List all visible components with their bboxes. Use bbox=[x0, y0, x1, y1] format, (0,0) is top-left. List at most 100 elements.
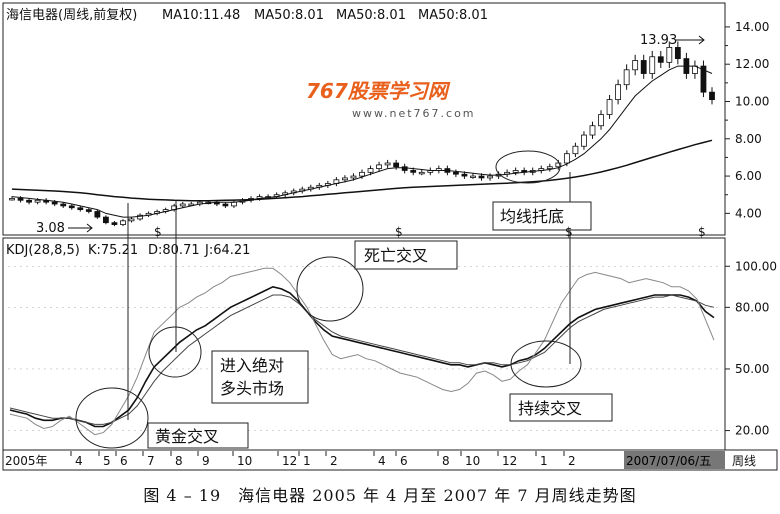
support-box bbox=[492, 201, 592, 231]
candle-body bbox=[555, 162, 562, 168]
figure-caption: 图 4 – 19 海信电器 2005 年 4 月至 2007 年 7 月周线走势… bbox=[143, 486, 637, 505]
candle-body bbox=[77, 207, 84, 211]
candle-body bbox=[589, 125, 596, 136]
period-label: 周线 bbox=[732, 454, 756, 468]
kdj-k-value: K:75.21 bbox=[88, 243, 138, 258]
bull-market-label-1: 进入绝对 bbox=[220, 356, 284, 375]
death-cross-box bbox=[354, 240, 458, 270]
golden-cross-box bbox=[147, 422, 249, 449]
candle-body bbox=[26, 199, 32, 203]
candle-body bbox=[674, 47, 681, 60]
x-tick-label: 4 bbox=[75, 454, 83, 468]
x-tick-label: 1 bbox=[303, 454, 311, 468]
candle-body bbox=[666, 47, 673, 63]
bull-entry-circle bbox=[148, 326, 202, 378]
candle-body bbox=[68, 205, 75, 209]
kdj-k-line bbox=[9, 285, 715, 428]
candle-body bbox=[34, 199, 41, 203]
candle-body bbox=[410, 170, 417, 173]
x-axis-year: 2005年 bbox=[5, 454, 48, 468]
x-tick-label: 9 bbox=[202, 454, 210, 468]
kdj-y-tick-label: 50.00 bbox=[735, 362, 769, 376]
candle-body bbox=[128, 218, 135, 222]
low-price-arrow bbox=[68, 223, 93, 233]
watermark-url: www.net767.com bbox=[352, 107, 476, 120]
candle-body bbox=[342, 177, 348, 181]
x-tick-label: 8 bbox=[175, 454, 183, 468]
watermark-title: 767股票学习网 bbox=[306, 79, 451, 103]
candle-body bbox=[401, 166, 408, 171]
candle-body bbox=[700, 65, 707, 93]
candle-body bbox=[384, 162, 391, 166]
x-tick-label: 12 bbox=[502, 454, 517, 468]
candle-body bbox=[85, 209, 92, 212]
bull-market-label-2: 多头市场 bbox=[220, 379, 284, 398]
x-axis-strip bbox=[2, 449, 778, 471]
candle-body bbox=[546, 166, 553, 170]
x-tick-label: 6 bbox=[120, 454, 128, 468]
x-tick-label: 10 bbox=[465, 454, 480, 468]
candle-body bbox=[581, 134, 587, 147]
candle-body bbox=[640, 60, 647, 74]
candle-body bbox=[367, 168, 374, 173]
x-tick-label: 5 bbox=[103, 454, 111, 468]
candle-body bbox=[487, 175, 493, 179]
x-tick-label: 2 bbox=[330, 454, 338, 468]
candle-body bbox=[512, 170, 519, 173]
candle-body bbox=[453, 171, 459, 175]
candle-body bbox=[418, 171, 425, 175]
death-cross-circle bbox=[296, 256, 364, 322]
kdj-y-tick-label: 100.00 bbox=[735, 259, 777, 273]
candle-body bbox=[461, 173, 468, 177]
price-y-tick-label: 8.00 bbox=[735, 132, 762, 146]
candle-body bbox=[94, 211, 101, 218]
candle-body bbox=[606, 99, 613, 115]
ma50-label-1: MA50:8.01 bbox=[254, 8, 324, 23]
x-tick-label: 12 bbox=[282, 454, 297, 468]
candle-body bbox=[376, 164, 382, 170]
golden-cross-label: 黄金交叉 bbox=[155, 427, 219, 446]
x-tick-label: 10 bbox=[237, 454, 252, 468]
continued-cross-box bbox=[509, 393, 613, 422]
support-label: 均线托底 bbox=[500, 207, 564, 226]
kdj-y-tick-label: 80.00 bbox=[735, 300, 769, 314]
price-y-tick-label: 14.00 bbox=[735, 20, 769, 34]
continued-cross-circle bbox=[510, 340, 582, 388]
ma-fast-line bbox=[11, 65, 713, 218]
high-price-label: 13.93 bbox=[640, 33, 677, 48]
candle-body bbox=[137, 214, 143, 220]
candle-body bbox=[9, 198, 15, 201]
candle-body bbox=[709, 91, 715, 101]
candle-body bbox=[350, 175, 357, 179]
s-marker-1: $ bbox=[154, 225, 162, 239]
kdj-y-tick-label: 20.00 bbox=[735, 424, 769, 438]
price-y-tick-label: 6.00 bbox=[735, 169, 762, 183]
candle-body bbox=[649, 56, 656, 74]
ma50-label-3: MA50:8.01 bbox=[418, 8, 488, 23]
candle-body bbox=[598, 114, 604, 127]
date-badge-bg bbox=[624, 451, 725, 469]
candle-body bbox=[60, 203, 67, 207]
candle-body bbox=[623, 69, 630, 86]
death-cross-label: 死亡交叉 bbox=[364, 246, 428, 265]
price-chart-title: 海信电器(周线,前复权) bbox=[6, 7, 137, 23]
price-y-tick-label: 12.00 bbox=[735, 57, 769, 71]
x-tick-label: 8 bbox=[442, 454, 450, 468]
stock-chart: 海信电器(周线,前复权) MA10:11.48 MA50:8.01 MA50:8… bbox=[2, 2, 778, 471]
candle-body bbox=[120, 220, 126, 225]
s-marker-2: $ bbox=[395, 225, 403, 239]
candlestick-series bbox=[9, 41, 715, 227]
x-tick-label: 1 bbox=[540, 454, 548, 468]
candle-body bbox=[359, 171, 365, 177]
golden-cross-circle bbox=[75, 387, 149, 449]
high-price-arrow bbox=[675, 35, 705, 45]
candle-body bbox=[470, 175, 476, 178]
x-tick-label: 7 bbox=[147, 454, 155, 468]
x-tick-label: 2 bbox=[568, 454, 576, 468]
candle-body bbox=[615, 84, 621, 101]
price-y-tick-label: 4.00 bbox=[735, 206, 762, 220]
candle-body bbox=[179, 203, 186, 207]
candle-body bbox=[563, 153, 570, 164]
bull-market-box bbox=[211, 350, 309, 404]
